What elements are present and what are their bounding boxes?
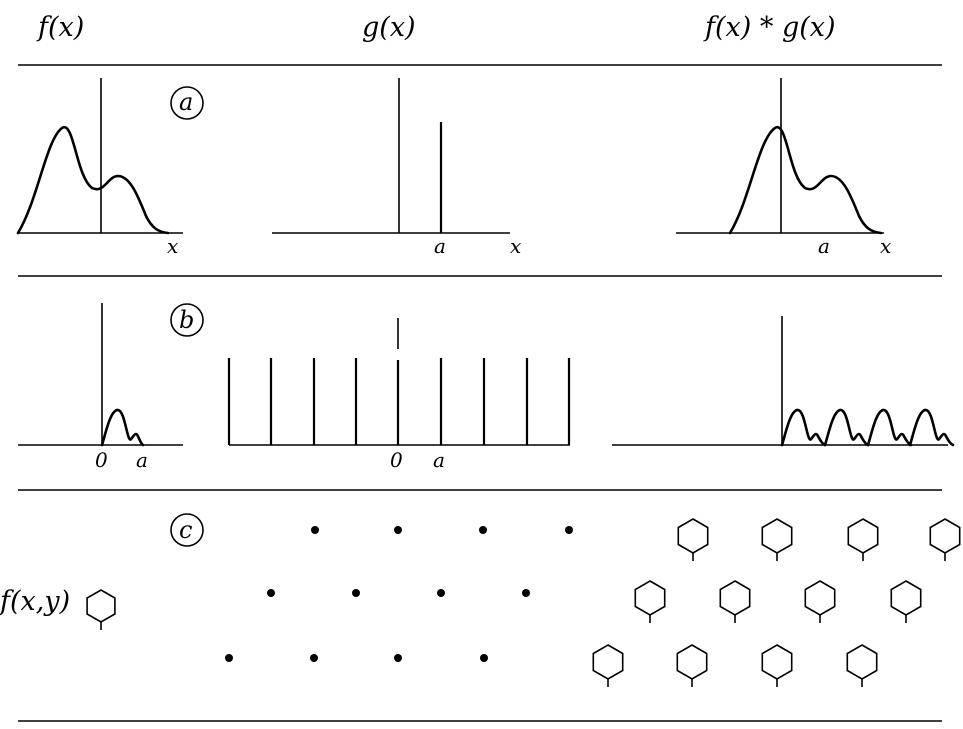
panel-a-g-x-label: x (510, 234, 521, 258)
hexagon-motif-icon (929, 518, 961, 561)
hexagon-icon (929, 518, 961, 554)
header-g: g(x) (362, 12, 416, 43)
panel-b-g-spike-train (227, 358, 571, 445)
panel-c-conv-crystal (592, 518, 961, 687)
panel-a: a x a x a x (16, 78, 891, 258)
hexagon-icon (761, 644, 793, 680)
hexagon-icon (846, 644, 878, 680)
hexagon-motif-icon (890, 580, 922, 623)
hexagon-motif-icon (676, 644, 708, 687)
panel-b-g-a-label: a (433, 448, 445, 472)
panel-a-label: a (179, 88, 193, 116)
lattice-dot-icon (394, 654, 402, 662)
panel-a-g-a-label: a (434, 234, 446, 258)
panel-b: b 0 a 0 a (18, 303, 955, 472)
panel-c-f-label: f(x,y) (0, 586, 70, 617)
lattice-dot-icon (522, 589, 530, 597)
panel-b-conv-bump (780, 408, 827, 447)
panel-b-f-origin-label: 0 (95, 448, 108, 472)
hexagon-motif-icon (86, 589, 116, 630)
panel-a-badge (170, 86, 204, 120)
hexagon-motif-icon (634, 580, 666, 623)
panel-b-conv-periodic-curve (780, 408, 955, 447)
header-f: f(x) (36, 12, 84, 43)
hexagon-icon (890, 580, 922, 616)
panel-c-f-motif (86, 589, 116, 630)
hexagon-icon (804, 580, 836, 616)
panel-b-conv-bump (908, 408, 955, 447)
hexagon-icon (719, 580, 751, 616)
panel-b-g-origin-label: 0 (390, 448, 403, 472)
hexagon-icon (847, 518, 879, 554)
lattice-dot-icon (437, 589, 445, 597)
hexagon-motif-icon (719, 580, 751, 623)
lattice-dot-icon (394, 526, 402, 534)
panel-b-f-curve (100, 408, 145, 447)
panel-c: c f(x,y) (0, 513, 961, 687)
panel-c-label: c (179, 516, 192, 544)
lattice-dot-icon (480, 654, 488, 662)
hexagon-icon (677, 518, 709, 554)
lattice-dot-icon (267, 589, 275, 597)
hexagon-motif-icon (804, 580, 836, 623)
lattice-dot-icon (565, 526, 573, 534)
header-convolution: f(x) * g(x) (703, 12, 836, 43)
lattice-dot-icon (225, 654, 233, 662)
hexagon-motif-icon (761, 518, 793, 561)
hexagon-motif-icon (592, 644, 624, 687)
panel-a-f-x-label: x (167, 234, 178, 258)
panel-a-conv-curve (728, 126, 883, 235)
panel-b-badge (170, 303, 204, 337)
lattice-dot-icon (352, 589, 360, 597)
lattice-dot-icon (310, 654, 318, 662)
hexagon-icon (592, 644, 624, 680)
hexagon-motif-icon (761, 644, 793, 687)
hexagon-motif-icon (677, 518, 709, 561)
panel-b-label: b (179, 306, 194, 334)
panel-b-f-a-label: a (136, 448, 148, 472)
lattice-dot-icon (479, 526, 487, 534)
panel-c-g-lattice (225, 526, 573, 662)
lattice-dot-icon (311, 526, 319, 534)
hexagon-icon (634, 580, 666, 616)
panel-a-conv-a-label: a (818, 234, 830, 258)
panel-b-conv-bump (866, 408, 913, 447)
panel-a-f-curve (16, 126, 170, 235)
hexagon-icon (86, 589, 116, 623)
hexagon-motif-icon (847, 518, 879, 561)
hexagon-icon (761, 518, 793, 554)
hexagon-motif-icon (846, 644, 878, 687)
panel-c-badge (170, 513, 204, 547)
panel-a-conv-x-label: x (880, 234, 891, 258)
hexagon-icon (676, 644, 708, 680)
panel-b-conv-bump (823, 408, 870, 447)
